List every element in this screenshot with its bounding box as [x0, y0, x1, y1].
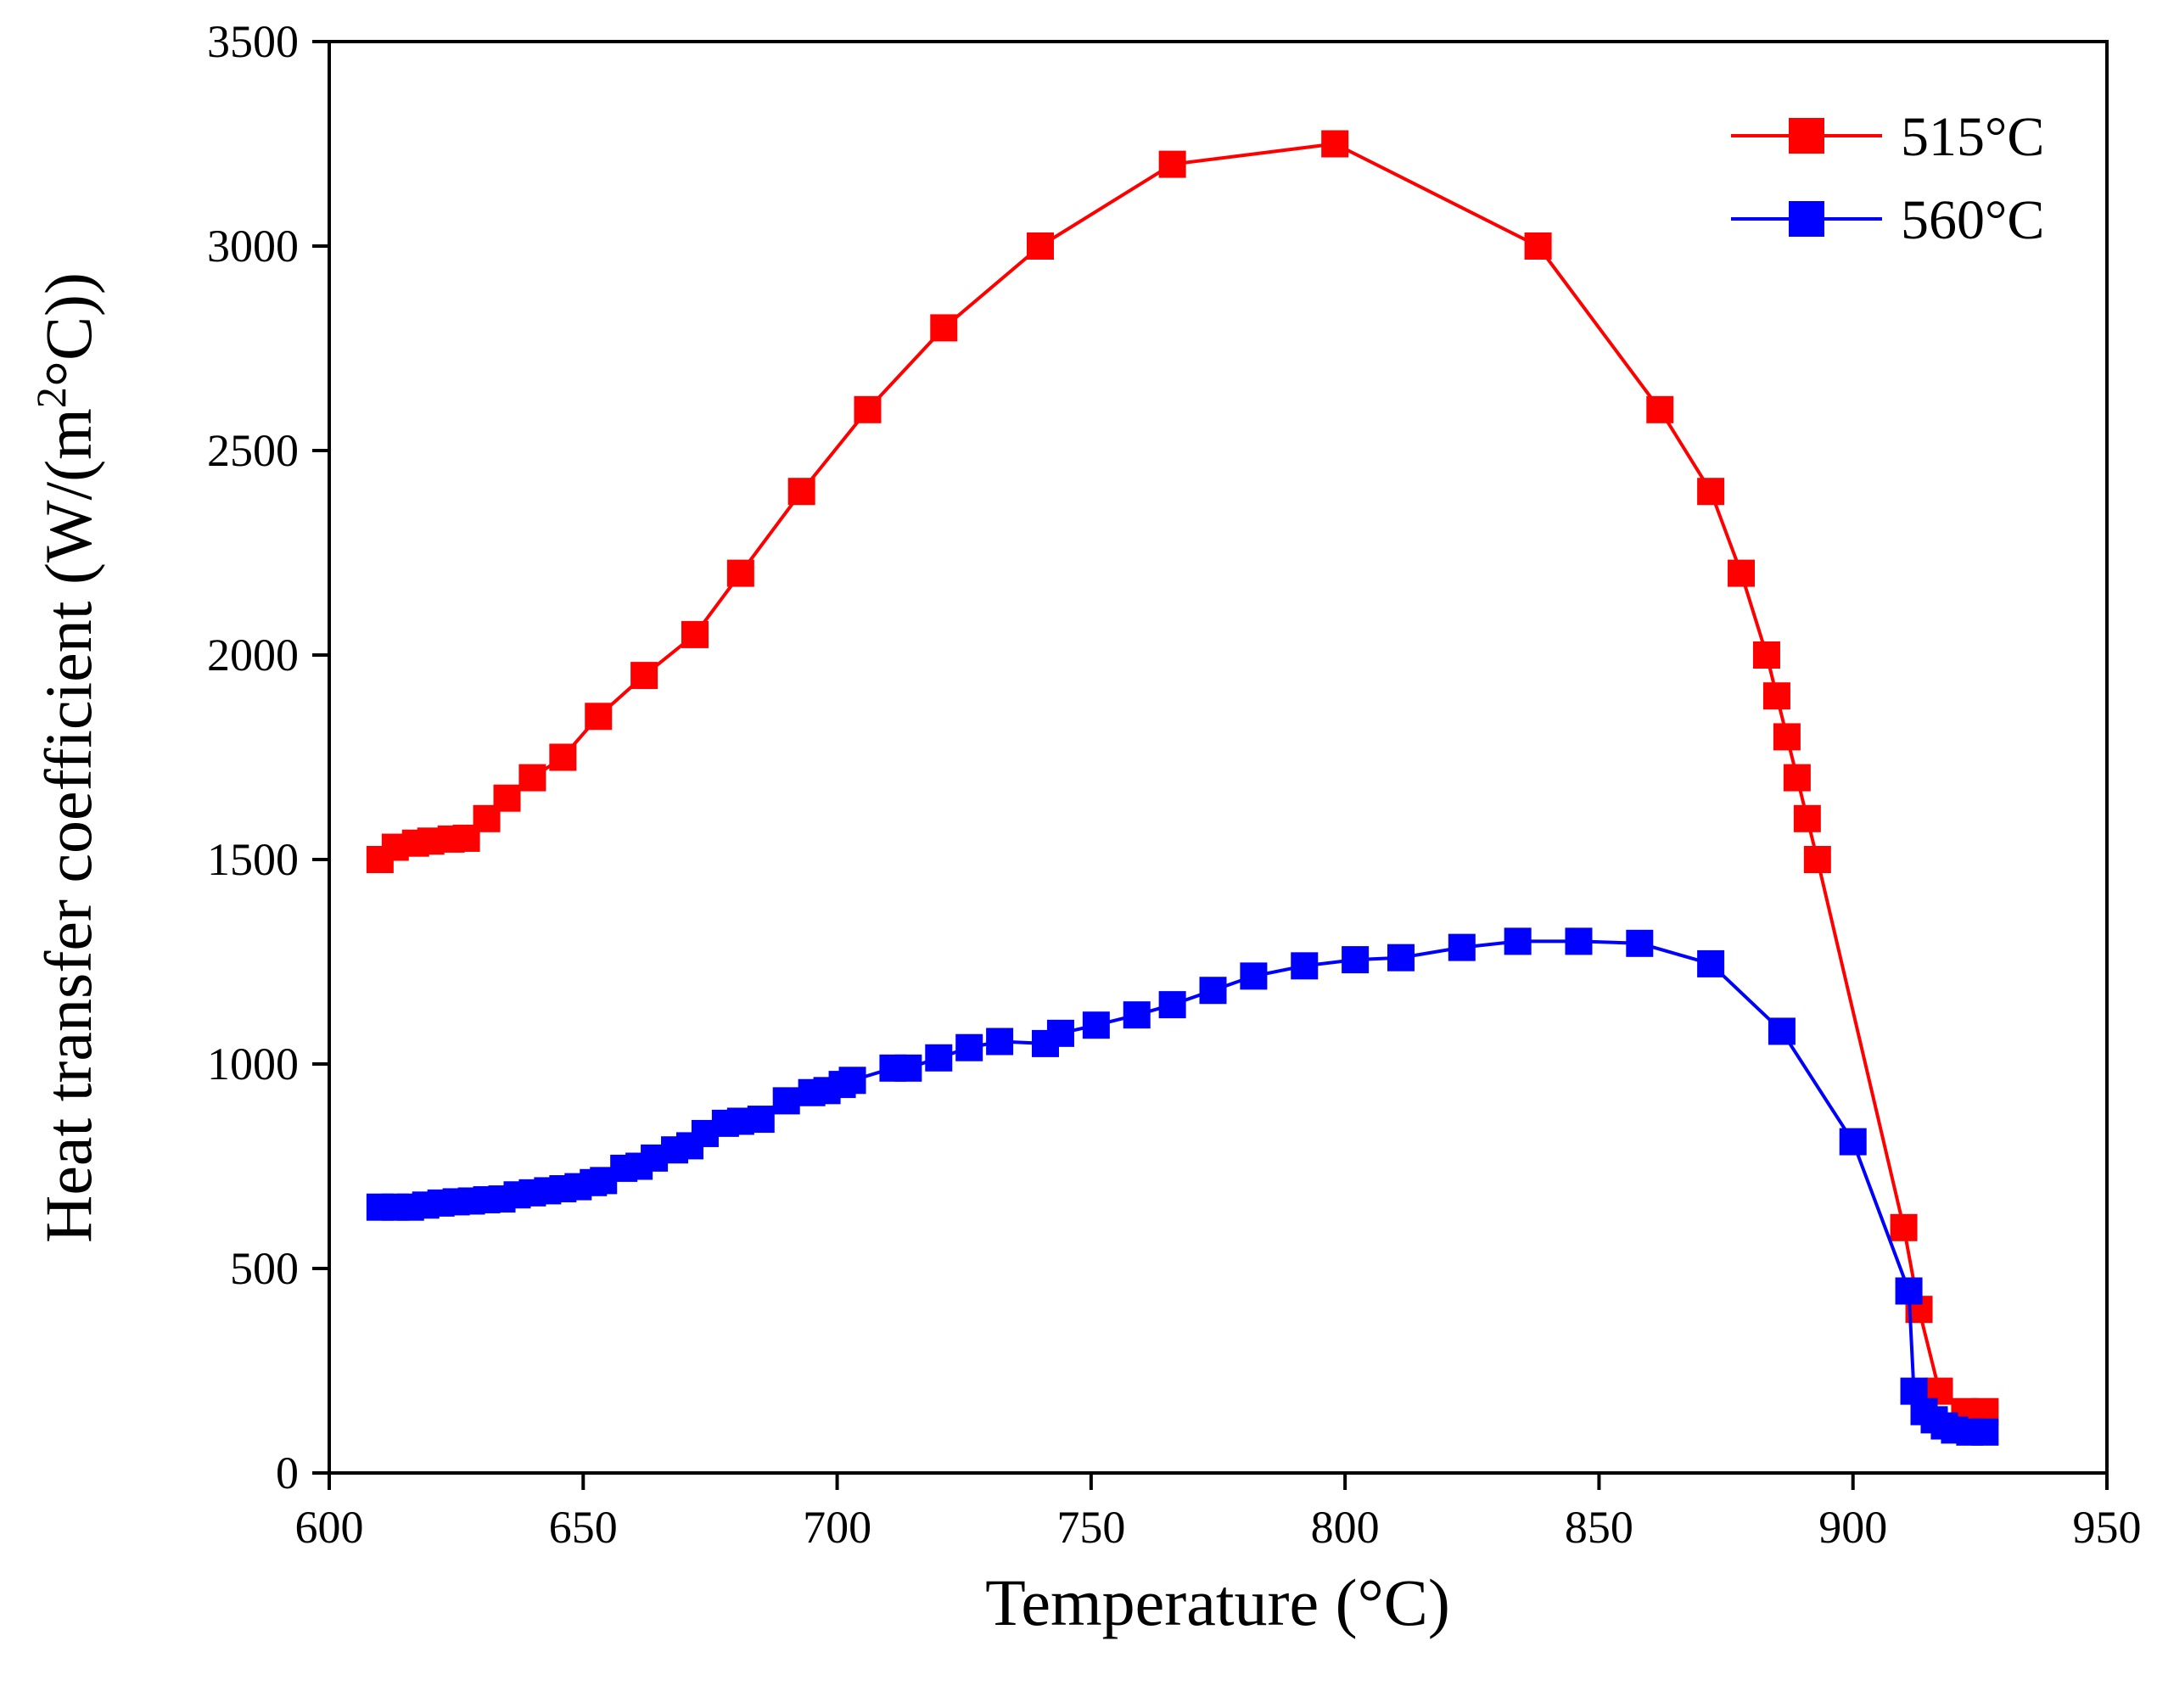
data-point-515C: [930, 314, 958, 342]
y-tick-label: 2000: [207, 630, 299, 680]
legend-marker-515: [1789, 118, 1824, 154]
x-tick-label: 650: [549, 1502, 618, 1553]
data-point-560C: [1082, 1011, 1110, 1039]
y-axis-title-unit: °C)): [31, 272, 105, 387]
data-point-515C: [1728, 559, 1756, 587]
data-point-515C: [1803, 846, 1831, 873]
x-tick-label: 600: [295, 1502, 364, 1553]
data-point-560C: [772, 1087, 800, 1115]
series-line-515C: [378, 142, 1986, 1414]
x-tick-label: 800: [1311, 1502, 1380, 1553]
data-point-560C: [1697, 949, 1725, 977]
y-tick-label: 3000: [207, 221, 299, 272]
data-point-560C: [1387, 944, 1415, 972]
series-layer: [366, 130, 1999, 1446]
data-point-515C: [681, 620, 709, 648]
legend-label-560: 560°C: [1901, 189, 2044, 251]
y-tick-label: 3500: [207, 16, 299, 67]
data-point-515C: [1783, 764, 1811, 792]
data-point-515C: [549, 743, 577, 771]
data-point-560C: [1768, 1017, 1796, 1045]
data-point-515C: [1890, 1213, 1918, 1241]
data-point-515C: [1158, 150, 1186, 178]
axis-ticks: 600 650 700 750 800 850 900 950 0 500 1000 1500 2000…: [207, 16, 2142, 1553]
x-tick-label: 750: [1056, 1502, 1125, 1553]
data-point-515C: [1646, 395, 1674, 423]
y-axis-title: Heat transfer coefficient (W/(m2°C)): [27, 272, 105, 1243]
data-point-515C: [1793, 804, 1821, 832]
x-tick-label: 900: [1818, 1502, 1887, 1553]
data-point-560C: [1565, 927, 1593, 955]
data-point-515C: [787, 478, 815, 506]
data-point-560C: [1291, 952, 1319, 980]
data-point-515C: [518, 764, 546, 792]
y-tick-label: 0: [276, 1448, 299, 1498]
data-point-515C: [630, 662, 658, 690]
x-tick-label: 700: [803, 1502, 871, 1553]
data-point-515C: [726, 559, 754, 587]
x-axis-title: Temperature (°C): [985, 1565, 1450, 1639]
data-point-560C: [1839, 1128, 1867, 1156]
data-point-560C: [1626, 929, 1654, 957]
data-point-560C: [1971, 1418, 1999, 1446]
y-axis-title-superscript: 2: [27, 387, 75, 408]
data-point-515C: [1773, 723, 1801, 751]
x-tick-label: 950: [2073, 1502, 2142, 1553]
data-point-560C: [1158, 991, 1186, 1019]
legend-marker-560: [1789, 201, 1824, 237]
data-point-560C: [955, 1033, 983, 1061]
data-point-515C: [1762, 682, 1790, 710]
data-point-515C: [854, 395, 882, 423]
data-point-560C: [747, 1106, 775, 1134]
data-point-560C: [1342, 946, 1370, 974]
data-point-560C: [1199, 977, 1227, 1005]
data-point-515C: [1752, 641, 1780, 669]
y-tick-label: 1000: [207, 1039, 299, 1089]
data-point-560C: [1504, 927, 1532, 955]
data-point-560C: [986, 1028, 1014, 1056]
series-560C: [366, 927, 1999, 1446]
data-point-560C: [1123, 1001, 1151, 1029]
data-point-560C: [1448, 933, 1476, 961]
legend-label-515: 515°C: [1901, 106, 2044, 168]
data-point-560C: [1240, 962, 1268, 990]
data-point-515C: [1524, 232, 1552, 260]
data-point-560C: [1046, 1019, 1074, 1047]
y-axis-title-main: Heat transfer coefficient (W/(m: [31, 408, 105, 1243]
data-point-560C: [894, 1054, 922, 1082]
series-515C: [366, 130, 1999, 1425]
data-point-515C: [585, 703, 613, 731]
x-tick-label: 850: [1565, 1502, 1633, 1553]
data-point-560C: [1895, 1277, 1923, 1305]
data-point-515C: [493, 784, 521, 812]
y-tick-label: 1500: [207, 834, 299, 885]
y-tick-label: 500: [230, 1243, 299, 1294]
data-point-560C: [925, 1044, 953, 1072]
data-point-515C: [1027, 232, 1054, 260]
data-point-515C: [1321, 130, 1349, 158]
legend: 515°C 560°C: [1731, 106, 2044, 251]
data-point-515C: [1697, 478, 1725, 506]
data-point-560C: [838, 1067, 866, 1095]
plot-frame: [328, 40, 2109, 1475]
y-tick-label: 2500: [207, 425, 299, 476]
